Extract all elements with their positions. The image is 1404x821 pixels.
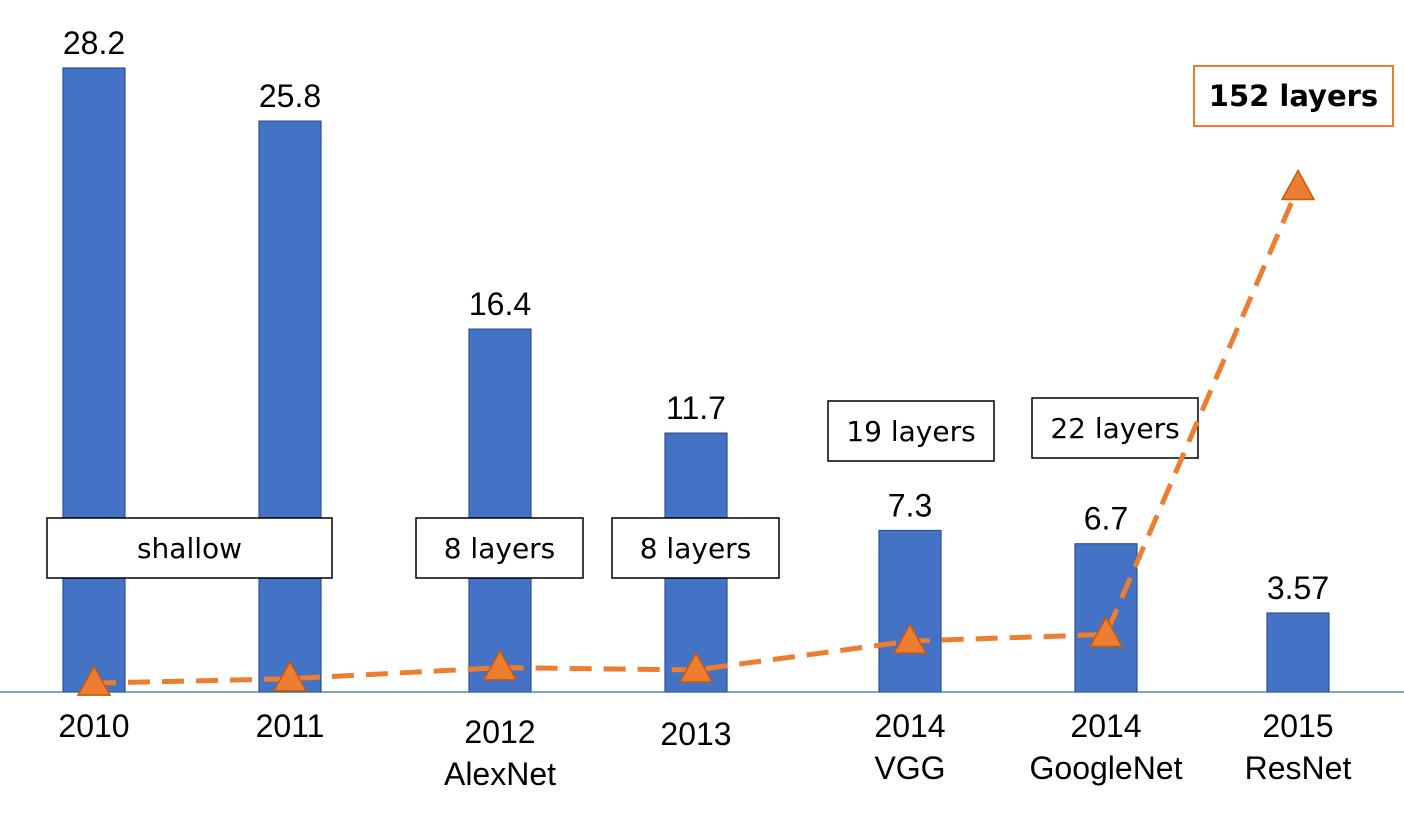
annotation-text-5: 152 layers <box>1209 79 1378 113</box>
bar-value-label-4: 7.3 <box>888 487 932 523</box>
bar-value-label-1: 25.8 <box>259 78 321 114</box>
category-label-2-1: AlexNet <box>444 756 556 792</box>
layers-marker-4 <box>892 622 928 654</box>
layers-marker-5 <box>1088 615 1124 648</box>
bar-value-label-5: 6.7 <box>1084 501 1128 537</box>
annotation-text-1: 8 layers <box>444 532 556 565</box>
bar-value-label-3: 11.7 <box>666 390 726 426</box>
category-label-6-1: ResNet <box>1245 750 1352 786</box>
layers-marker-0 <box>76 664 112 696</box>
bar-0 <box>62 67 126 693</box>
category-label-0-0: 2010 <box>58 708 129 744</box>
bar-6 <box>1266 612 1330 693</box>
annotation-box-1 <box>415 517 584 579</box>
layers-marker-1 <box>272 660 308 692</box>
category-label-3-0: 2013 <box>660 716 731 752</box>
category-label-6-0: 2015 <box>1262 708 1333 744</box>
category-label-2-0: 2012 <box>464 714 535 750</box>
bar-1 <box>258 120 322 693</box>
annotation-box-3 <box>827 400 995 462</box>
category-label-1-0: 2011 <box>256 708 325 744</box>
annotation-box-5 <box>1193 65 1394 127</box>
category-label-4-1: VGG <box>874 750 945 786</box>
annotation-text-0: shallow <box>137 532 242 565</box>
annotation-text-2: 8 layers <box>640 532 752 565</box>
annotation-text-3: 19 layers <box>846 415 975 448</box>
annotation-text-4: 22 layers <box>1050 412 1179 445</box>
layers-marker-6 <box>1280 168 1316 201</box>
bar-4 <box>878 529 942 693</box>
bar-value-label-0: 28.2 <box>63 25 125 61</box>
category-label-4-0: 2014 <box>874 708 945 744</box>
layers-marker-2 <box>482 649 518 681</box>
bar-2 <box>468 328 532 693</box>
annotation-box-0 <box>46 517 333 579</box>
annotation-box-4 <box>1031 397 1199 459</box>
category-label-5-0: 2014 <box>1070 708 1141 744</box>
layers-marker-3 <box>678 651 714 683</box>
bar-value-label-6: 3.57 <box>1267 570 1329 606</box>
bar-value-label-2: 16.4 <box>469 286 531 322</box>
annotation-box-2 <box>611 517 780 579</box>
category-label-5-1: GoogleNet <box>1030 750 1183 786</box>
